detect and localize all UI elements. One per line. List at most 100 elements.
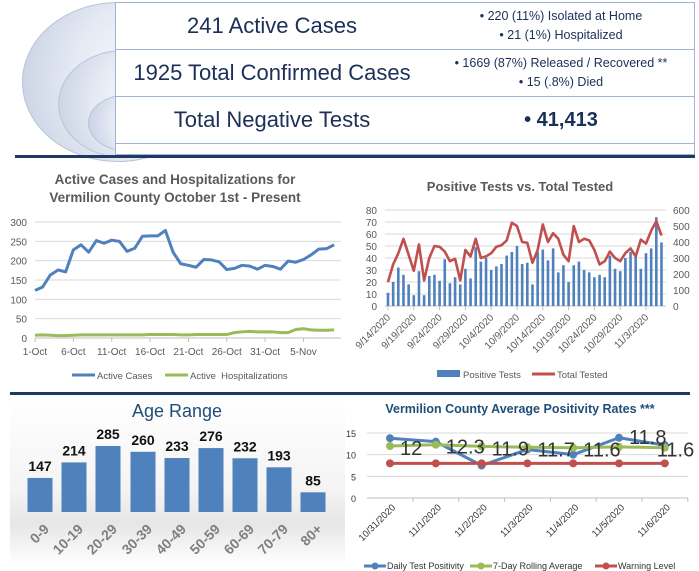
summary-row-confirmed: 1925 Total Confirmed Cases • 1669 (87%) … <box>115 50 695 97</box>
positive-tests-bar <box>402 274 405 306</box>
data-label: 11.7 <box>537 439 574 461</box>
positivity-rates-chart: Vermilion County Average Positivity Rate… <box>346 402 694 571</box>
active-cases-details: • 220 (11%) Isolated at Home • 21 (1%) H… <box>428 7 694 45</box>
positive-tests-bar <box>515 246 519 306</box>
total-tested-line <box>386 219 663 283</box>
positive-tests-bar <box>479 261 483 306</box>
y-tick-label: 150 <box>10 276 27 287</box>
age-bar <box>61 462 87 512</box>
negative-tests-value: • 41,413 <box>524 108 598 131</box>
y-right-tick-label: 100 <box>673 286 690 297</box>
legend-label: Active Hospitalizations <box>190 371 288 382</box>
y-tick-label: 50 <box>16 315 28 326</box>
chart-title: Vermilion County October 1st - Present <box>49 190 301 205</box>
age-bar <box>266 467 292 512</box>
y-tick-label: 0 <box>351 494 356 504</box>
y-left-tick-label: 80 <box>366 206 378 217</box>
x-tick-label: 5-Nov <box>290 347 317 358</box>
x-tick-label: 11/2/2020 <box>453 502 490 539</box>
positive-tests-bar <box>603 277 607 306</box>
summary-banner: 241 Active Cases • 220 (11%) Isolated at… <box>0 0 699 162</box>
series-line-active-cases <box>34 229 335 292</box>
hospitalized-detail: • 21 (1%) Hospitalized <box>499 28 623 42</box>
series-point <box>569 450 578 459</box>
positive-tests-bar <box>639 268 643 306</box>
x-tick-label: 11/1/2020 <box>407 502 444 539</box>
data-label: 11.6 <box>657 440 694 462</box>
data-label: 12 <box>400 438 422 460</box>
series-point <box>523 443 532 452</box>
positive-tests-bar <box>556 272 560 306</box>
positive-tests-bar <box>469 278 472 306</box>
x-tick-label: 6-Oct <box>61 347 86 358</box>
series-point <box>386 434 394 443</box>
y-tick-label: 10 <box>346 451 356 461</box>
series-point <box>386 442 394 450</box>
series-point <box>431 440 440 449</box>
series-point <box>615 459 623 468</box>
positive-tests-bar <box>427 276 431 306</box>
bar-value-label: 85 <box>305 472 321 488</box>
x-tick-label: 11-Oct <box>97 347 126 358</box>
chart-title: Age Range <box>132 401 222 421</box>
positive-tests-bar <box>660 242 663 306</box>
positive-tests-bar <box>536 252 539 306</box>
x-tick-label: 11/3/2020 <box>498 502 535 539</box>
series-point <box>615 442 623 451</box>
legend-swatch <box>437 370 460 377</box>
y-left-tick-label: 60 <box>366 230 378 241</box>
positive-tests-bar <box>572 265 576 306</box>
bar-value-label: 214 <box>62 442 86 458</box>
positive-tests-bar <box>655 217 658 306</box>
bar-value-label: 233 <box>165 438 189 454</box>
chart-title: Vermilion County Average Positivity Rate… <box>385 402 654 416</box>
data-label: 11.6 <box>583 440 620 462</box>
positive-tests-bar <box>505 255 508 306</box>
positive-tests-bar <box>500 264 503 306</box>
bar-value-label: 147 <box>28 458 52 474</box>
positive-tests-bar <box>474 247 478 306</box>
series-point <box>660 459 669 468</box>
legend-marker <box>371 562 379 570</box>
age-range-chart: Age Range1470-921410-1928520-2926030-392… <box>10 396 345 566</box>
data-label: 12.3 <box>446 437 485 459</box>
positive-tests-bar <box>495 266 498 306</box>
y-right-tick-label: 500 <box>673 222 690 233</box>
x-tick-label: 11/6/2020 <box>636 502 673 539</box>
legend-marker <box>602 562 610 570</box>
positive-tests-bar <box>546 260 550 306</box>
series-point <box>477 442 486 451</box>
x-tick-label: 1-Oct <box>23 347 48 358</box>
series-point <box>660 443 669 452</box>
y-tick-label: 300 <box>10 218 27 229</box>
y-left-tick-label: 40 <box>366 254 378 265</box>
confirmed-cases-label: 1925 Total Confirmed Cases <box>133 60 411 85</box>
series-point <box>523 459 532 468</box>
y-tick-label: 0 <box>21 334 27 345</box>
y-tick-label: 200 <box>10 257 27 268</box>
positive-tests-bar <box>608 255 612 306</box>
positive-tests-bar <box>624 258 627 306</box>
positive-tests-bar <box>551 248 555 306</box>
y-tick-label: 250 <box>10 237 27 248</box>
legend-label: Daily Test Positivity <box>387 561 464 571</box>
positive-tests-bar <box>593 277 596 306</box>
divider-middle <box>10 392 690 395</box>
positive-tests-bar <box>453 277 457 306</box>
chart-title: Positive Tests vs. Total Tested <box>427 179 613 194</box>
positive-tests-bar <box>422 295 426 306</box>
positive-tests-bar <box>448 283 452 306</box>
positive-tests-bar <box>634 256 637 306</box>
series-point <box>431 459 440 468</box>
bar-value-label: 232 <box>233 438 257 454</box>
y-left-tick-label: 70 <box>366 218 378 229</box>
summary-table: 241 Active Cases • 220 (11%) Isolated at… <box>115 2 695 155</box>
series-point <box>615 433 623 442</box>
age-bar <box>95 446 121 512</box>
positive-tests-bar <box>433 274 436 306</box>
x-tick-label: 10/31/2020 <box>357 502 398 543</box>
data-label: 11.8 <box>629 427 666 449</box>
summary-spacer-row <box>115 144 695 155</box>
positive-tests-bar <box>510 252 514 306</box>
y-left-tick-label: 30 <box>366 266 378 277</box>
